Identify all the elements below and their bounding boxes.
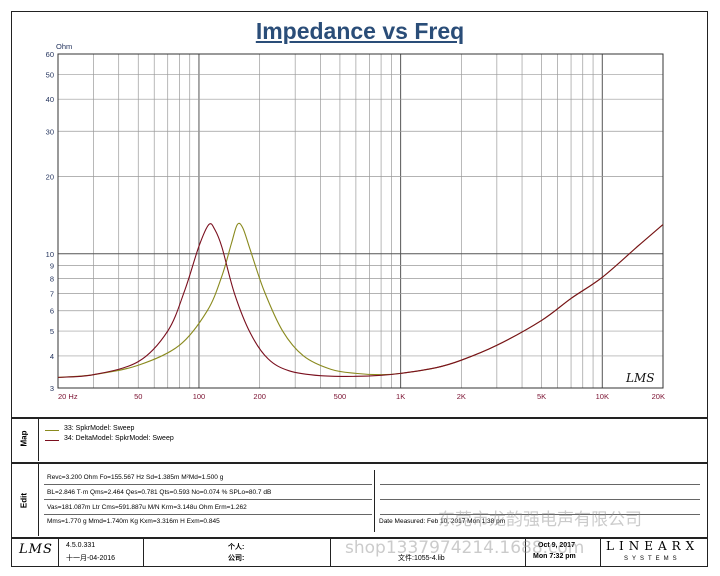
footer-date: Oct 9, 2017: [538, 542, 575, 549]
param-rule-3: [44, 514, 372, 515]
footer-div-1: [58, 538, 59, 566]
x-tick-label: 20K: [652, 392, 665, 401]
param-line-1: Revc=3.200 Ohm Fo=155.567 Hz Sd=1.385m M…: [47, 474, 224, 481]
param-line-4: Mms=1.770 g Mmd=1.740m Kg Kxm=3.316m H E…: [47, 518, 220, 525]
params-divider: [38, 463, 39, 536]
person-label: 个人:: [228, 544, 245, 551]
company-label: 公司:: [228, 555, 245, 562]
params-mid-divider: [374, 470, 375, 532]
footer-div-3: [330, 538, 331, 566]
footer-div-4: [525, 538, 526, 566]
params-label: Edit: [19, 492, 29, 509]
y-tick-label: 30: [46, 127, 54, 136]
x-tick-label: 50: [134, 392, 142, 401]
x-tick-label: 10K: [596, 392, 609, 401]
plot-lms-mark: LMS: [625, 371, 654, 385]
map-label: Map: [19, 430, 29, 447]
x-tick-label: 100: [193, 392, 206, 401]
software-version: 4.5.0.331: [66, 542, 96, 549]
x-tick-label: 200: [253, 392, 266, 401]
x-tick-label: 20 Hz: [58, 392, 78, 401]
y-tick-label: 10: [46, 250, 54, 259]
map-divider: [38, 418, 39, 461]
param-line-2: BL=2.846 T·m Qms=2.464 Qes=0.781 Qts=0.5…: [47, 489, 272, 496]
y-tick-label: 20: [46, 172, 54, 181]
y-tick-label: 6: [50, 307, 54, 316]
footer-div-2: [143, 538, 144, 566]
date-measured: Date Measured: Feb 10, 2017 Mon 1:38 pm: [379, 518, 506, 525]
plot-border: [57, 53, 664, 389]
param-rule-r2: [380, 499, 700, 500]
param-rule-r3: [380, 514, 700, 515]
chart-title: Impedance vs Freq: [255, 18, 465, 44]
footer-section: [11, 537, 708, 567]
y-tick-label: 7: [50, 290, 54, 299]
file-label: 文件:1055-4.lib: [398, 555, 445, 562]
param-rule-1: [44, 484, 372, 485]
param-line-3: Vas=181.087m Ltr Cms=591.887u M/N Krm=3.…: [47, 504, 247, 511]
y-tick-label: 60: [46, 50, 54, 59]
y-tick-label: 40: [46, 95, 54, 104]
map-section: [11, 417, 708, 461]
footer-div-5: [600, 538, 601, 566]
y-tick-label: 5: [50, 327, 54, 336]
x-tick-label: 1K: [396, 392, 405, 401]
lms-logo: LMS: [19, 542, 53, 557]
watermark-company: 东莞市龙韵强电声有限公司: [438, 510, 642, 530]
param-rule-r1: [380, 484, 700, 485]
y-tick-label: 8: [50, 275, 54, 284]
x-tick-label: 5K: [537, 392, 546, 401]
y-tick-label: 4: [50, 352, 54, 361]
software-date: 十一月-04-2016: [66, 555, 116, 562]
y-tick-label: 3: [50, 384, 54, 393]
map-item-34: 34: DeltaModel: SpkrModel: Sweep: [64, 435, 174, 442]
map-swatch-34: [45, 440, 59, 441]
y-unit-label: Ohm: [56, 42, 72, 51]
series-line-2: [57, 223, 664, 378]
linearx-logo: LINEARX: [606, 539, 700, 553]
map-swatch-33: [45, 430, 59, 431]
x-tick-label: 2K: [457, 392, 466, 401]
linearx-sub: SYSTEMS: [624, 556, 681, 562]
y-tick-label: 9: [50, 262, 54, 271]
plot-area: [58, 54, 663, 388]
x-tick-label: 500: [334, 392, 347, 401]
params-section: [11, 462, 708, 537]
watermark-shop: shop1337974214.1688.com: [345, 538, 585, 558]
map-item-33: 33: SpkrModel: Sweep: [64, 425, 135, 432]
footer-time: Mon 7:32 pm: [533, 553, 576, 560]
y-tick-label: 50: [46, 70, 54, 79]
param-rule-2: [44, 499, 372, 500]
